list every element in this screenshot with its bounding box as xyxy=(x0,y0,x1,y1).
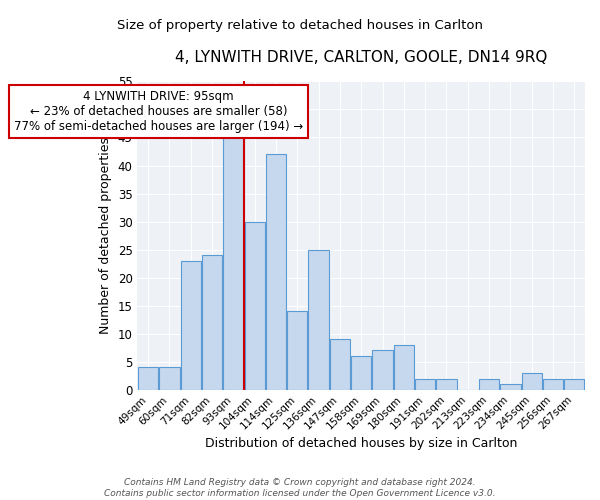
Bar xyxy=(223,132,244,390)
Bar xyxy=(394,345,414,390)
Bar xyxy=(564,378,584,390)
Bar xyxy=(436,378,457,390)
X-axis label: Distribution of detached houses by size in Carlton: Distribution of detached houses by size … xyxy=(205,437,517,450)
Bar xyxy=(202,255,222,390)
Bar xyxy=(287,312,307,390)
Text: Contains HM Land Registry data © Crown copyright and database right 2024.
Contai: Contains HM Land Registry data © Crown c… xyxy=(104,478,496,498)
Bar xyxy=(138,368,158,390)
Text: 4 LYNWITH DRIVE: 95sqm
← 23% of detached houses are smaller (58)
77% of semi-det: 4 LYNWITH DRIVE: 95sqm ← 23% of detached… xyxy=(14,90,304,133)
Bar xyxy=(351,356,371,390)
Bar xyxy=(330,340,350,390)
Y-axis label: Number of detached properties: Number of detached properties xyxy=(99,137,112,334)
Bar xyxy=(160,368,179,390)
Bar xyxy=(266,154,286,390)
Bar xyxy=(479,378,499,390)
Bar xyxy=(521,373,542,390)
Bar xyxy=(415,378,435,390)
Bar xyxy=(500,384,521,390)
Bar xyxy=(181,261,201,390)
Bar xyxy=(373,350,392,390)
Text: Size of property relative to detached houses in Carlton: Size of property relative to detached ho… xyxy=(117,20,483,32)
Bar xyxy=(543,378,563,390)
Bar xyxy=(308,250,329,390)
Title: 4, LYNWITH DRIVE, CARLTON, GOOLE, DN14 9RQ: 4, LYNWITH DRIVE, CARLTON, GOOLE, DN14 9… xyxy=(175,50,547,65)
Bar xyxy=(245,222,265,390)
